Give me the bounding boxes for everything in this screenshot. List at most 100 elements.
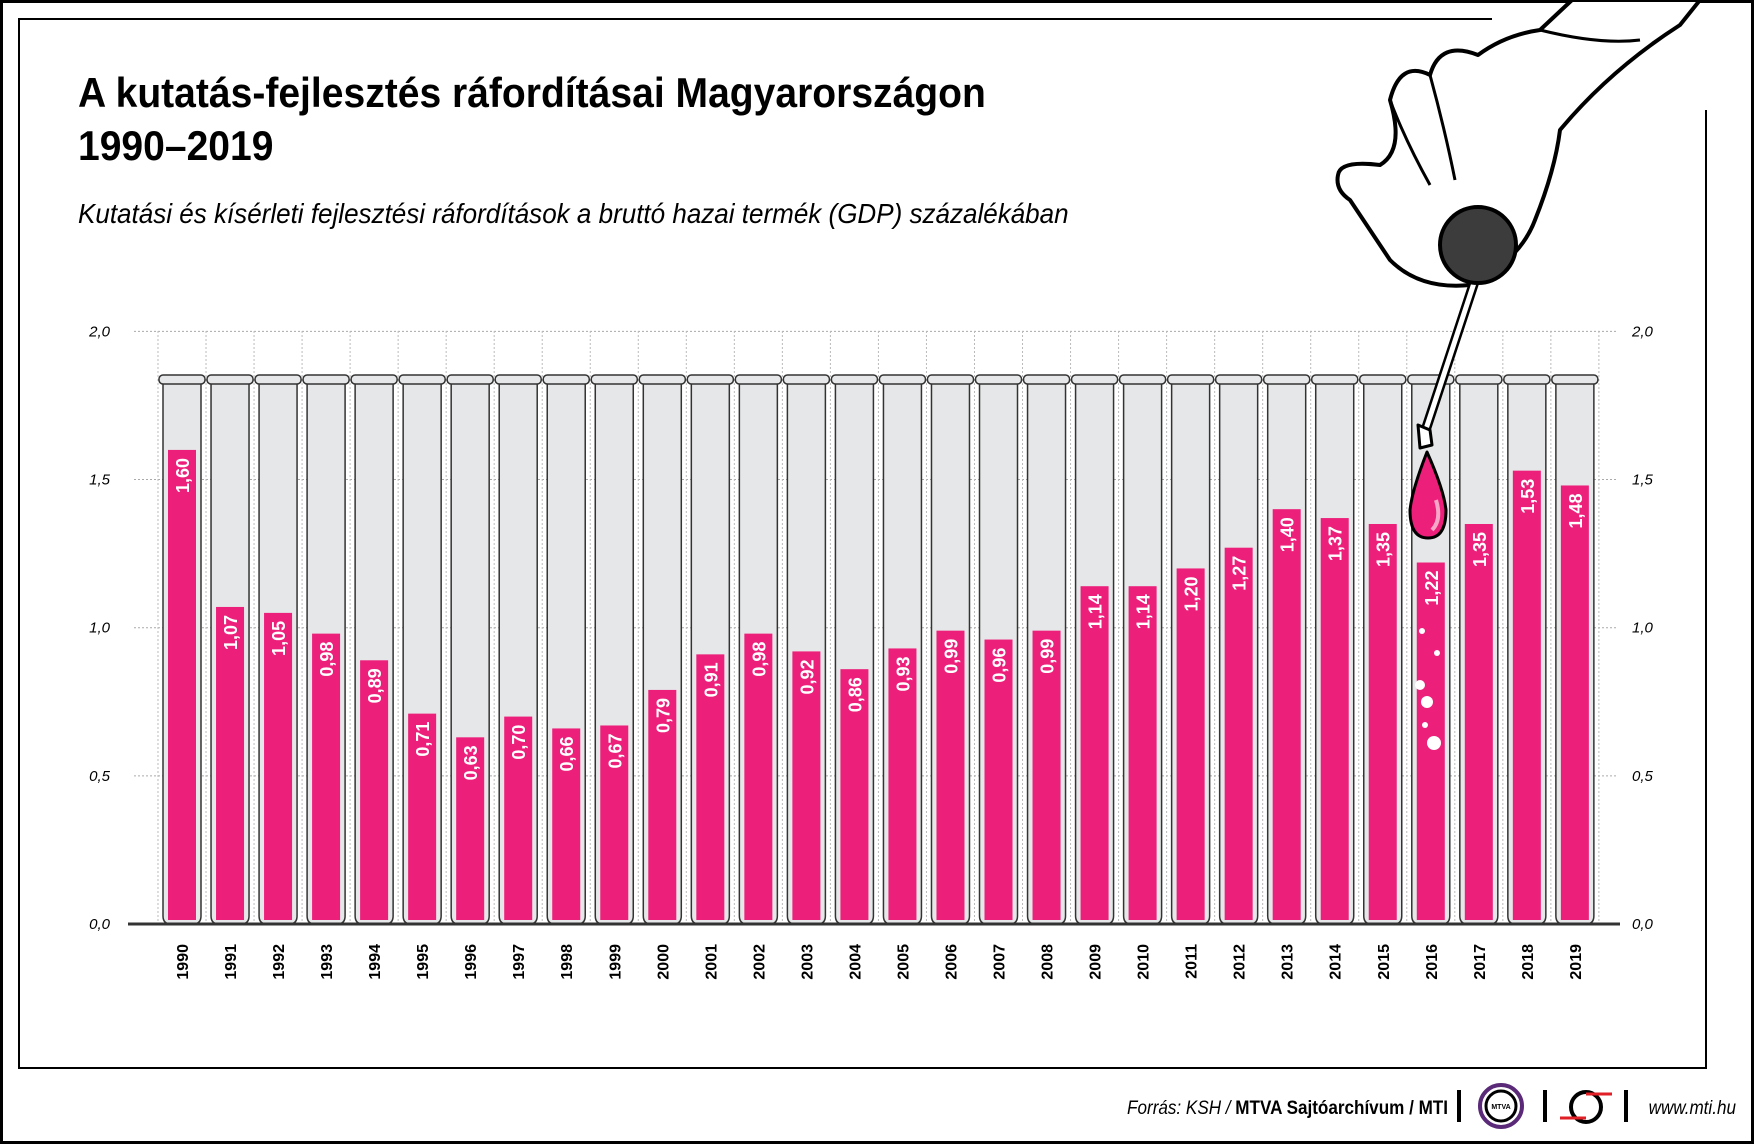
- x-tick-label: 2007: [992, 944, 1009, 980]
- bar: [792, 651, 821, 920]
- title-line-1: A kutatás-fejlesztés ráfordításai Magyar…: [78, 69, 986, 117]
- tube-2010: 1,14: [1118, 374, 1167, 925]
- x-tick-label: 2010: [1136, 944, 1153, 980]
- tube-lip: [1310, 374, 1359, 385]
- bar: [600, 725, 629, 920]
- tube-lip: [254, 374, 302, 385]
- bar-value-label: 1,14: [1086, 594, 1106, 629]
- tube-2001: 0,91: [686, 374, 735, 925]
- tube-2007: 0,96: [974, 374, 1023, 925]
- bar: [168, 449, 196, 920]
- y-tick-label-left: 1,0: [89, 620, 111, 637]
- bar-value-label: 1,37: [1326, 526, 1346, 561]
- bar-value-label: 1,35: [1470, 532, 1490, 567]
- x-tick-label: 2012: [1232, 944, 1249, 980]
- tube-1999: 0,67: [590, 374, 639, 925]
- x-tick-label: 2003: [799, 944, 816, 980]
- mtva-logo: MTVA: [1478, 1083, 1524, 1129]
- bar: [1224, 547, 1253, 920]
- x-tick-label: 2015: [1376, 944, 1393, 980]
- tube-1996: 0,63: [446, 374, 494, 925]
- bar: [216, 606, 245, 920]
- tube-2006: 0,99: [926, 374, 975, 925]
- y-tick-label-right: 2,0: [1631, 323, 1654, 340]
- tube-2019: 1,48: [1551, 374, 1599, 925]
- bar-value-label: 0,96: [990, 648, 1010, 683]
- tube-lip: [542, 374, 590, 385]
- x-tick-label: 2011: [1184, 944, 1201, 979]
- tube-2004: 0,86: [830, 374, 879, 925]
- bar-value-label: 0,89: [365, 668, 385, 703]
- x-tick-label: 2000: [655, 944, 672, 980]
- bar-value-label: 0,93: [893, 656, 913, 691]
- bar: [888, 648, 917, 920]
- tube-lip: [398, 374, 446, 385]
- bar-value-label: 0,70: [509, 725, 529, 760]
- source-text: Forrás: KSH / MTVA Sajtóarchívum / MTI: [1127, 1097, 1448, 1118]
- x-tick-label: 2017: [1472, 944, 1489, 980]
- gridlines: [134, 330, 1616, 924]
- tube-lip: [1166, 374, 1215, 385]
- tube-2017: 1,35: [1455, 374, 1503, 925]
- bar: [312, 633, 341, 920]
- y-tick-label-left: 2,0: [88, 323, 111, 340]
- x-tick-label: 2009: [1088, 944, 1105, 980]
- bar: [1272, 509, 1301, 920]
- bar-value-label: 0,91: [701, 662, 721, 697]
- tube-lip: [1551, 374, 1599, 385]
- svg-text:MTVA: MTVA: [1491, 1104, 1510, 1111]
- mti-logo: [1560, 1090, 1612, 1124]
- bar-value-label: 0,67: [605, 733, 625, 768]
- tube-2018: 1,53: [1503, 374, 1551, 925]
- tube-lip: [1503, 374, 1551, 385]
- y-tick-label-right: 1,5: [1632, 472, 1654, 489]
- tube-1990: 1,60: [158, 374, 206, 925]
- bar-value-label: 1,53: [1518, 479, 1538, 514]
- bar-value-label: 1,14: [1134, 594, 1154, 629]
- tube-2005: 0,93: [878, 374, 927, 925]
- bar: [1464, 523, 1493, 920]
- y-axis-labels: 0,0 0,0 0,5 0,5 1,0 1,0 1,5 1,5 2,0 2,0: [88, 323, 1653, 933]
- tube-2003: 0,92: [782, 374, 831, 925]
- y-tick-label-right: 0,5: [1632, 768, 1654, 785]
- y-tick-label-right: 0,0: [1632, 916, 1654, 933]
- x-tick-label: 1999: [607, 944, 624, 980]
- tube-lip: [158, 374, 206, 385]
- tube-1997: 0,70: [494, 374, 542, 925]
- website-link[interactable]: www.mti.hu: [1649, 1097, 1736, 1118]
- tube-lip: [974, 374, 1023, 385]
- bar: [1032, 630, 1061, 920]
- bar-value-label: 0,99: [1038, 639, 1058, 674]
- tube-lip: [494, 374, 542, 385]
- x-tick-label: 2008: [1040, 944, 1057, 980]
- bar: [1512, 470, 1541, 920]
- bar-value-label: 1,20: [1182, 576, 1202, 611]
- bar: [648, 689, 677, 920]
- bar-value-label: 1,05: [269, 621, 289, 656]
- bar: [1368, 523, 1397, 920]
- bar-value-label: 0,99: [941, 639, 961, 674]
- bar-value-label: 1,60: [173, 458, 193, 493]
- hand-pipette-illustration: [1335, 0, 1702, 540]
- tube-lip: [206, 374, 254, 385]
- tube-1991: 1,07: [206, 374, 254, 925]
- bar-value-label: 1,48: [1566, 493, 1586, 528]
- tube-lip: [638, 374, 687, 385]
- tube-2009: 1,14: [1070, 374, 1119, 925]
- bar-value-label: 0,98: [749, 642, 769, 677]
- x-tick-label: 2018: [1520, 944, 1537, 980]
- y-tick-label-left: 0,0: [89, 916, 111, 933]
- tube-2002: 0,98: [734, 374, 783, 925]
- tube-lip: [1022, 374, 1071, 385]
- tube-2008: 0,99: [1022, 374, 1071, 925]
- bar: [696, 654, 725, 920]
- tube-lip: [734, 374, 783, 385]
- bar-value-label: 0,86: [845, 677, 865, 712]
- bar-value-label: 0,92: [797, 659, 817, 694]
- bar: [840, 669, 869, 920]
- bar: [552, 728, 581, 920]
- x-tick-label: 2006: [943, 944, 960, 980]
- tube-lip: [1455, 374, 1503, 385]
- tube-lip: [1070, 374, 1119, 385]
- x-tick-label: 1996: [463, 944, 480, 980]
